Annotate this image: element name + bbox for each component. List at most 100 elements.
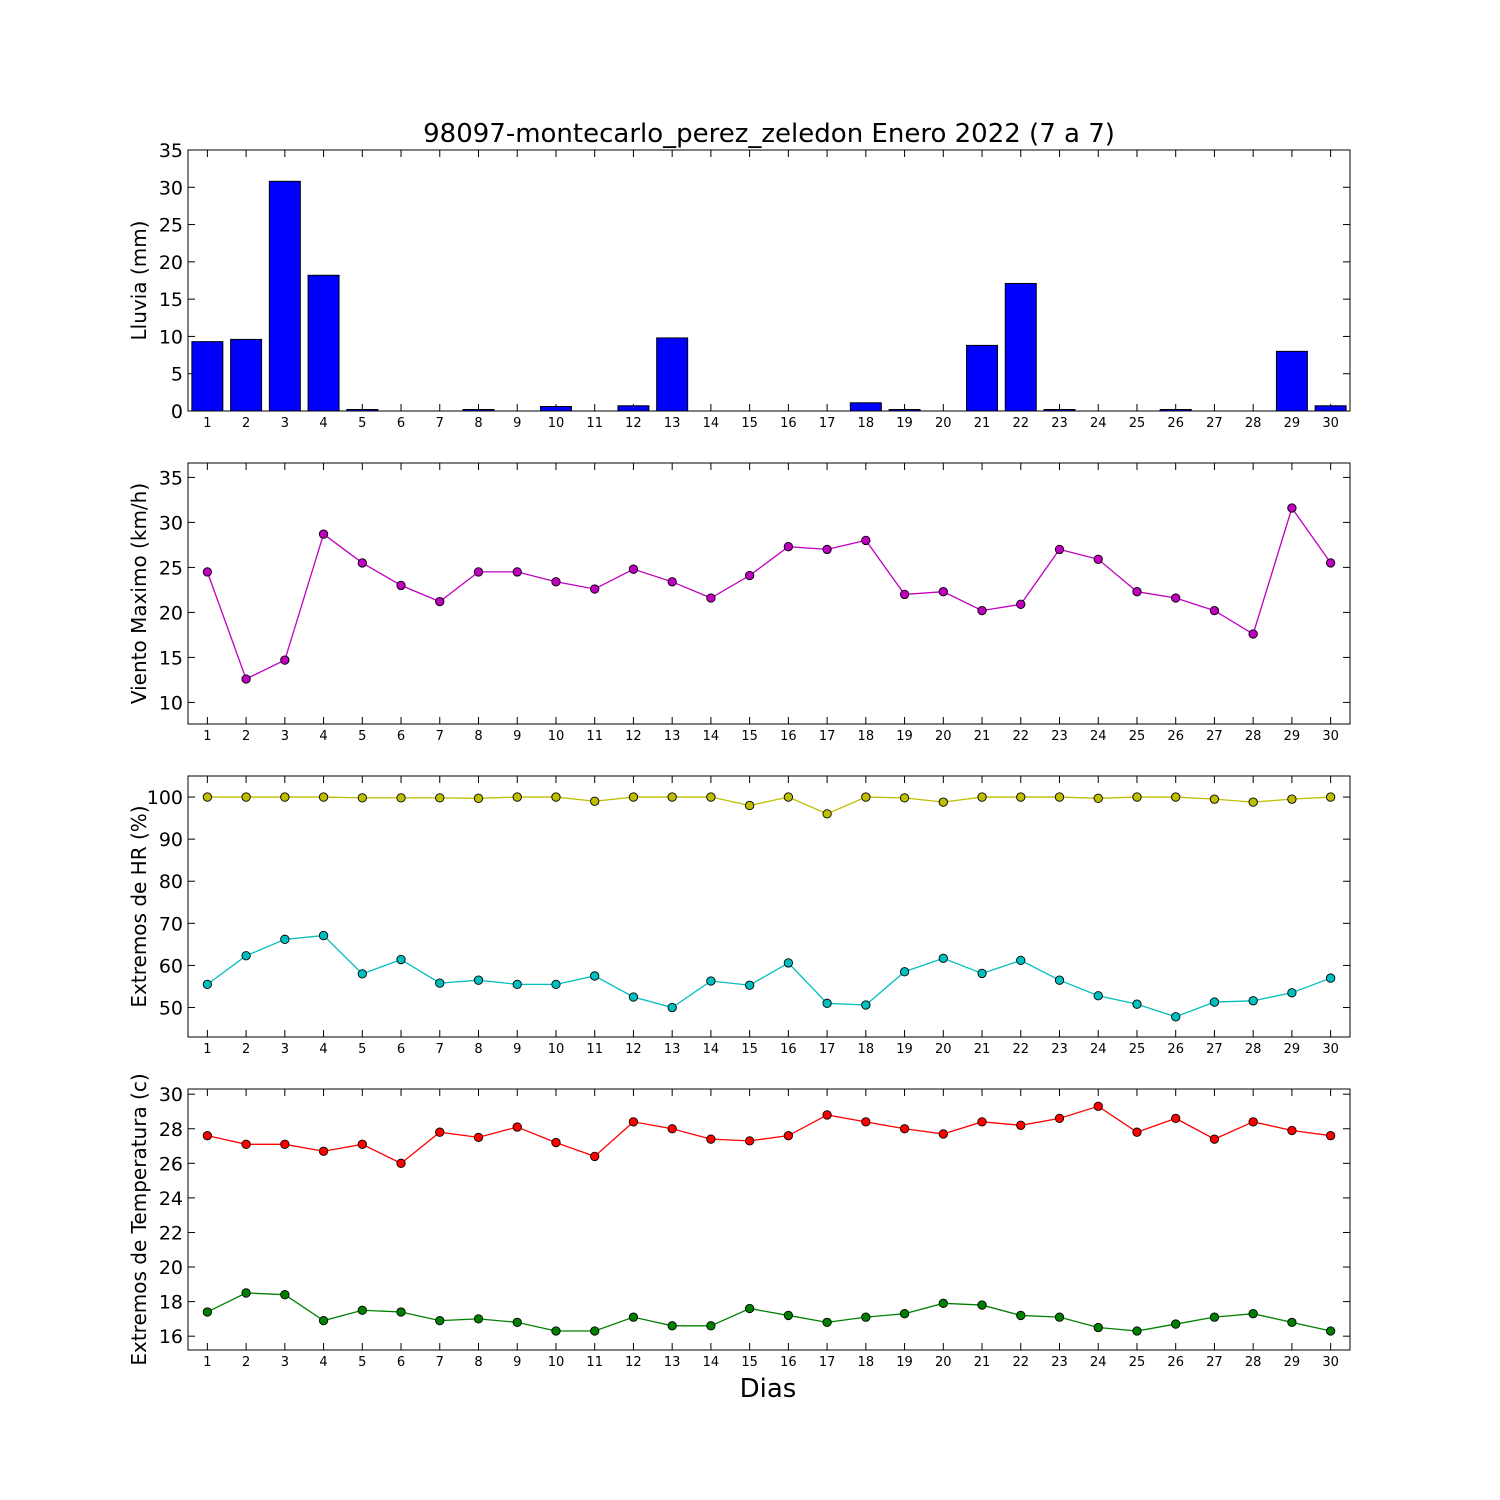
x-tick-label: 9	[513, 1355, 521, 1370]
x-tick-label: 25	[1129, 1042, 1146, 1057]
data-point	[1054, 544, 1065, 555]
data-point	[822, 1317, 832, 1327]
x-tick-label: 16	[780, 1042, 797, 1057]
data-point	[1325, 792, 1336, 802]
x-tick-label: 15	[741, 729, 758, 744]
data-point	[899, 793, 910, 803]
data-point	[473, 1314, 484, 1324]
data-point	[977, 1300, 987, 1310]
data-point	[1016, 955, 1026, 966]
x-tick-label: 27	[1206, 1042, 1223, 1057]
y-tick-label: 30	[159, 1084, 183, 1106]
x-tick-label: 15	[741, 1355, 758, 1370]
bar	[849, 402, 882, 412]
data-point	[202, 979, 213, 990]
data-point	[435, 1127, 445, 1137]
data-point	[512, 792, 522, 802]
y-tick-label: 15	[159, 647, 183, 669]
plot-frame	[187, 775, 1351, 1038]
x-tick-label: 18	[858, 1042, 875, 1057]
data-point	[318, 1146, 329, 1156]
data-point	[977, 792, 987, 802]
x-tick-label: 8	[474, 729, 482, 744]
x-tick-label: 28	[1245, 1355, 1262, 1370]
data-point	[1325, 973, 1336, 983]
data-point	[241, 1288, 251, 1298]
data-point	[202, 567, 213, 577]
data-point	[744, 980, 755, 990]
data-point	[977, 1117, 987, 1127]
x-tick-label: 21	[974, 1042, 991, 1057]
data-point	[899, 1124, 910, 1134]
data-point	[1248, 629, 1258, 639]
x-tick-label: 22	[1012, 1355, 1029, 1370]
x-tick-label: 2	[242, 416, 250, 431]
y-tick-label: 35	[159, 140, 183, 162]
data-point	[899, 1309, 910, 1319]
x-tick-label: 22	[1012, 416, 1029, 431]
data-point	[1132, 1326, 1142, 1336]
x-tick-label: 29	[1284, 1042, 1301, 1057]
data-point	[357, 969, 367, 979]
data-point	[1248, 1309, 1258, 1319]
series-line	[207, 796, 1331, 815]
data-point	[1287, 1317, 1297, 1327]
x-tick-label: 19	[896, 1042, 913, 1057]
data-point	[280, 792, 290, 802]
data-point	[744, 1136, 755, 1146]
y-tick-label: 20	[159, 602, 183, 624]
data-point	[1171, 1113, 1181, 1124]
data-point	[628, 1117, 639, 1127]
x-tick-label: 5	[358, 1042, 366, 1057]
bar	[191, 341, 224, 412]
x-tick-label: 16	[780, 729, 797, 744]
x-tick-label: 14	[703, 416, 720, 431]
x-tick-label: 11	[586, 729, 603, 744]
x-tick-label: 16	[780, 1355, 797, 1370]
x-tick-label: 30	[1322, 1042, 1339, 1057]
x-tick-label: 17	[819, 1355, 836, 1370]
x-tick-label: 28	[1245, 729, 1262, 744]
x-tick-label: 23	[1051, 1355, 1068, 1370]
data-point	[783, 542, 794, 552]
data-point	[396, 1158, 406, 1168]
bar	[1043, 409, 1076, 412]
x-tick-label: 23	[1051, 416, 1068, 431]
y-axis-label: Viento Maximo (km/h)	[127, 483, 151, 704]
data-point	[473, 567, 484, 577]
data-point	[1248, 1117, 1258, 1127]
x-tick-label: 4	[319, 1042, 327, 1057]
data-point	[938, 1298, 948, 1308]
x-tick-label: 6	[397, 729, 405, 744]
data-point	[590, 584, 600, 594]
x-tick-label: 20	[935, 729, 952, 744]
bar	[966, 344, 999, 412]
data-point	[512, 979, 522, 990]
data-point	[241, 792, 251, 802]
data-point	[706, 792, 716, 802]
data-point	[938, 1129, 948, 1139]
plot-frame	[187, 1088, 1351, 1351]
x-tick-label: 10	[548, 729, 565, 744]
x-tick-label: 17	[819, 729, 836, 744]
data-point	[628, 792, 639, 802]
data-point	[706, 976, 716, 986]
y-tick-label: 20	[159, 1257, 183, 1279]
x-tick-label: 3	[281, 416, 289, 431]
data-point	[1209, 794, 1220, 804]
x-tick-label: 14	[703, 1042, 720, 1057]
x-tick-label: 10	[548, 1355, 565, 1370]
data-point	[783, 958, 794, 968]
data-point	[280, 1139, 290, 1149]
x-tick-label: 7	[436, 1355, 444, 1370]
y-tick-label: 16	[159, 1326, 183, 1348]
data-point	[1209, 997, 1220, 1007]
x-tick-label: 8	[474, 1042, 482, 1057]
x-tick-label: 27	[1206, 416, 1223, 431]
y-tick-label: 90	[159, 829, 183, 851]
y-tick-label: 24	[159, 1188, 183, 1210]
data-point	[1093, 793, 1103, 803]
